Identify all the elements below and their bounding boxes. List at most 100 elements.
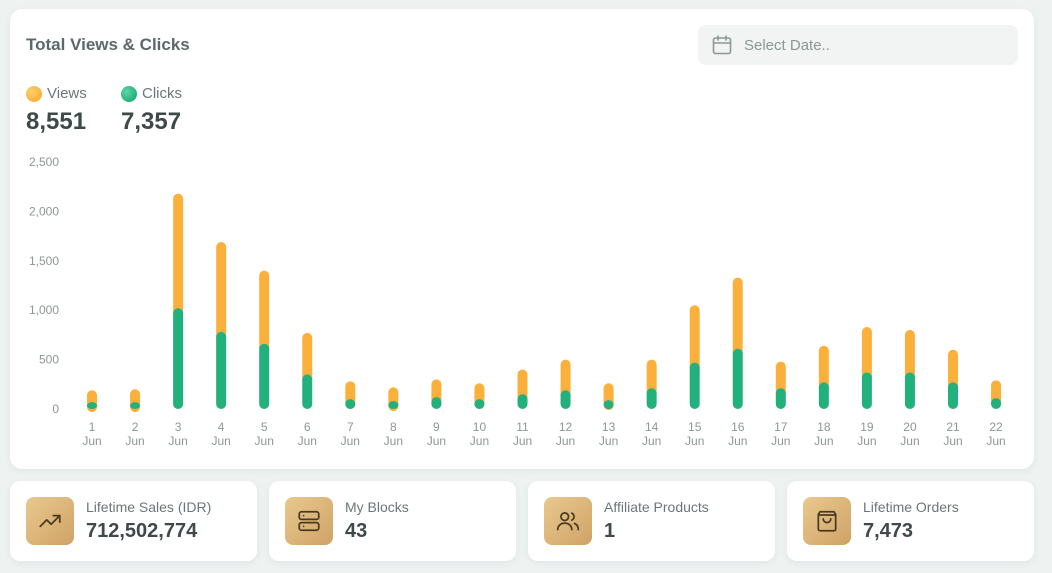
- server-icon: [298, 510, 320, 532]
- stat-label: Affiliate Products: [604, 499, 709, 515]
- bar-views: [948, 349, 958, 393]
- stat-icon-box: [803, 497, 851, 545]
- x-tick-label: Jun: [857, 434, 876, 448]
- bar-clicks: [904, 372, 915, 409]
- stat-value: 1: [604, 520, 616, 542]
- x-tick-label: 10: [473, 420, 487, 434]
- x-tick-label: 7: [347, 420, 354, 434]
- clicks-total: 7,357: [121, 108, 182, 135]
- bar-views: [646, 359, 657, 399]
- y-tick-label: 1,000: [29, 303, 59, 317]
- card-title: Total Views & Clicks: [26, 35, 190, 54]
- stat-value: 43: [345, 520, 368, 542]
- x-tick-label: 12: [559, 420, 573, 434]
- bar-clicks: [302, 374, 313, 409]
- y-tick-label: 0: [52, 402, 59, 416]
- x-tick-label: Jun: [255, 434, 274, 448]
- bar-clicks: [948, 382, 958, 409]
- views-total: 8,551: [26, 108, 87, 135]
- bar-clicks: [646, 388, 657, 409]
- bar-clicks: [689, 362, 700, 409]
- stat-icon-box: [544, 497, 592, 545]
- x-tick-label: Jun: [298, 434, 317, 448]
- bar-clicks: [861, 372, 872, 409]
- stat-label: Lifetime Sales (IDR): [86, 499, 212, 515]
- bar-clicks: [130, 402, 141, 409]
- x-tick-label: Jun: [771, 434, 790, 448]
- bar-clicks: [259, 343, 270, 409]
- x-tick-label: 16: [731, 420, 745, 434]
- bar-clicks: [474, 399, 485, 409]
- x-tick-label: Jun: [900, 434, 919, 448]
- x-tick-label: 17: [774, 420, 788, 434]
- x-tick-label: Jun: [341, 434, 360, 448]
- legend-clicks: Clicks 7,357: [121, 85, 182, 136]
- x-tick-label: 21: [946, 420, 960, 434]
- bar-views: [689, 305, 700, 373]
- stat-value: 712,502,774: [86, 520, 198, 542]
- stat-card-my-blocks: My Blocks 43: [269, 481, 516, 561]
- x-tick-label: 6: [304, 420, 311, 434]
- x-tick-label: Jun: [685, 434, 704, 448]
- x-tick-label: Jun: [986, 434, 1005, 448]
- users-icon: [556, 512, 580, 531]
- stat-label: Lifetime Orders: [863, 499, 959, 515]
- x-tick-label: Jun: [513, 434, 532, 448]
- clicks-label: Clicks: [142, 85, 182, 102]
- x-tick-label: Jun: [943, 434, 962, 448]
- x-tick-label: 8: [390, 420, 397, 434]
- bar-clicks: [732, 348, 743, 409]
- x-tick-label: 5: [261, 420, 268, 434]
- bar-clicks: [991, 398, 1002, 409]
- x-tick-label: 22: [989, 420, 1003, 434]
- x-tick-label: 9: [433, 420, 440, 434]
- bar-clicks: [603, 400, 614, 409]
- x-tick-label: 18: [817, 420, 831, 434]
- views-clicks-chart: 05001,0001,5002,0002,5001Jun2Jun3Jun4Jun…: [29, 155, 1006, 448]
- x-tick-label: Jun: [427, 434, 446, 448]
- calendar-icon: [712, 35, 732, 55]
- bar-views: [818, 345, 829, 393]
- stat-icon-box: [26, 497, 74, 545]
- x-tick-label: 3: [175, 420, 182, 434]
- bar-clicks: [388, 401, 399, 409]
- y-tick-label: 1,500: [29, 254, 59, 268]
- bar-views: [302, 332, 313, 385]
- x-tick-label: Jun: [728, 434, 747, 448]
- x-tick-label: Jun: [556, 434, 575, 448]
- bar-clicks: [173, 308, 184, 409]
- bar-clicks: [517, 394, 528, 409]
- x-tick-label: 4: [218, 420, 225, 434]
- x-tick-label: 20: [903, 420, 917, 434]
- bar-clicks: [87, 402, 97, 409]
- views-label: Views: [47, 85, 87, 102]
- x-tick-label: 2: [132, 420, 139, 434]
- bar-clicks: [560, 390, 571, 409]
- stat-value: 7,473: [863, 520, 914, 542]
- legend-views: Views 8,551: [26, 85, 87, 136]
- date-picker[interactable]: Select Date..: [698, 25, 1018, 65]
- y-tick-label: 500: [39, 353, 59, 367]
- x-tick-label: 11: [516, 420, 529, 434]
- bar-clicks: [818, 382, 829, 409]
- bar-views: [861, 326, 872, 383]
- bar-views: [732, 277, 743, 359]
- x-tick-label: Jun: [814, 434, 833, 448]
- x-tick-label: 1: [89, 420, 96, 434]
- trending-up-icon: [39, 514, 61, 528]
- bar-views: [216, 242, 227, 342]
- bar-views: [904, 329, 915, 383]
- bar-clicks: [431, 397, 442, 409]
- x-tick-label: Jun: [168, 434, 187, 448]
- bar-views: [173, 193, 184, 319]
- x-tick-label: Jun: [642, 434, 661, 448]
- bar-clicks: [345, 399, 356, 409]
- date-placeholder: Select Date..: [744, 36, 830, 54]
- bar-clicks: [216, 331, 227, 409]
- shopping-bag-icon: [817, 510, 837, 532]
- x-tick-label: Jun: [125, 434, 144, 448]
- x-tick-label: Jun: [470, 434, 489, 448]
- stat-label: My Blocks: [345, 499, 409, 515]
- x-tick-label: Jun: [82, 434, 101, 448]
- x-tick-label: Jun: [384, 434, 403, 448]
